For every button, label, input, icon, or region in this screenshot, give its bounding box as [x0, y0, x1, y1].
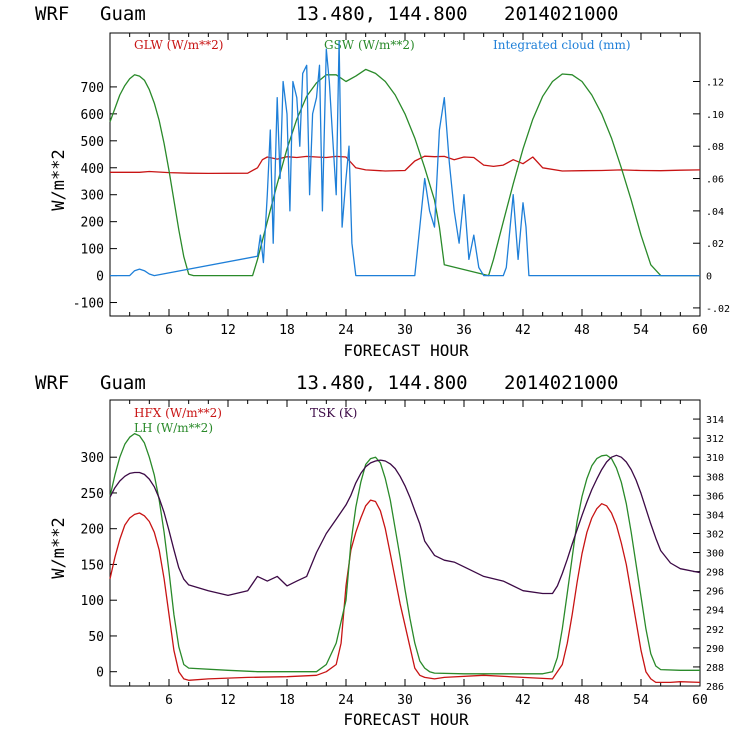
- bottom-y2-tick-label: 298: [706, 568, 724, 579]
- top-y2-tick-label: .08: [706, 142, 724, 153]
- top-y2-tick-label: 0: [706, 272, 712, 283]
- top-x-tick-label: 12: [220, 323, 236, 338]
- bottom-y2-tick-label: 290: [706, 644, 724, 655]
- top-y2-tick-label: -.02: [706, 304, 730, 315]
- bottom-y2-tick-label: 310: [706, 453, 724, 464]
- plot-layer: 6 12 18 24 30 36 42 48 54 60-10001002003004005006…: [73, 32, 730, 708]
- bottom-header-init: 2014021000: [504, 372, 618, 394]
- bottom-y2-tick-label: 292: [706, 625, 724, 636]
- glw-line: [110, 155, 701, 175]
- bottom-y2-tick-label: 302: [706, 529, 724, 540]
- bottom-xlabel: FORECAST HOUR: [343, 710, 469, 729]
- top-x-tick-label: 6: [165, 323, 173, 338]
- top-x-tick-label: 18: [279, 323, 295, 338]
- top-ylabel: W/m**2: [49, 149, 69, 210]
- legend-hfx: HFX (W/m**2): [134, 406, 222, 420]
- top-y-tick-label: -100: [73, 297, 104, 312]
- bottom-y2-tick-label: 306: [706, 491, 724, 502]
- bottom-y2-tick-label: 286: [706, 682, 724, 693]
- top-y2-tick-label: .10: [706, 110, 724, 121]
- bottom-y-tick-label: 100: [81, 594, 104, 609]
- legend-lh: LH (W/m**2): [134, 421, 213, 435]
- bottom-x-tick-label: 36: [456, 693, 472, 708]
- bottom-y-tick-label: 150: [81, 558, 104, 573]
- top-x-tick-label: 54: [633, 323, 649, 338]
- bottom-x-tick-label: 6: [165, 693, 173, 708]
- top-y-tick-label: 400: [81, 162, 104, 177]
- bottom-header-coords: 13.480, 144.800: [296, 372, 468, 394]
- bottom-plot-frame: [109, 399, 701, 687]
- top-x-tick-label: 48: [574, 323, 590, 338]
- top-header-coords: 13.480, 144.800: [296, 3, 468, 25]
- bottom-x-tick-label: 54: [633, 693, 649, 708]
- legend-tsk: TSK (K): [310, 406, 357, 420]
- top-y2-tick-label: .04: [706, 207, 724, 218]
- top-y-tick-label: 300: [81, 189, 104, 204]
- bottom-y2-tick-label: 304: [706, 510, 724, 521]
- bottom-y-tick-label: 300: [81, 451, 104, 466]
- bottom-x-tick-label: 30: [397, 693, 413, 708]
- top-header-init: 2014021000: [504, 3, 618, 25]
- top-xlabel: FORECAST HOUR: [343, 341, 469, 360]
- top-x-tick-label: 42: [515, 323, 531, 338]
- top-y-tick-label: 100: [81, 243, 104, 258]
- bottom-y2-tick-label: 300: [706, 549, 724, 560]
- top-y2-tick-label: .12: [706, 78, 724, 89]
- legend-cloud: Integrated cloud (mm): [493, 38, 631, 52]
- top-x-tick-label: 24: [338, 323, 354, 338]
- bottom-y-tick-label: 50: [88, 630, 104, 645]
- bottom-header-model: WRF: [35, 372, 69, 394]
- bottom-panel-header: WRF Guam 13.480, 144.800 2014021000: [35, 372, 618, 394]
- bottom-x-tick-label: 60: [692, 693, 708, 708]
- bottom-x-tick-label: 18: [279, 693, 295, 708]
- gsw-line: [109, 68, 700, 277]
- legend-gsw: GSW (W/m**2): [324, 38, 415, 52]
- top-y-tick-label: 0: [96, 270, 104, 285]
- bottom-y-tick-label: 0: [96, 666, 104, 681]
- bottom-y2-tick-label: 296: [706, 587, 724, 598]
- top-y-tick-label: 700: [81, 81, 104, 96]
- bottom-x-tick-label: 12: [220, 693, 236, 708]
- bottom-ylabel: W/m**2: [49, 517, 69, 578]
- bottom-y2-tick-label: 312: [706, 434, 724, 445]
- bottom-y-tick-label: 250: [81, 487, 104, 502]
- top-y-tick-label: 600: [81, 108, 104, 123]
- top-header-location: Guam: [100, 3, 146, 25]
- top-y-tick-label: 500: [81, 135, 104, 150]
- top-header-model: WRF: [35, 3, 69, 25]
- bottom-x-tick-label: 48: [574, 693, 590, 708]
- top-y2-tick-label: .02: [706, 239, 724, 250]
- top-y-tick-label: 200: [81, 216, 104, 231]
- top-x-tick-label: 36: [456, 323, 472, 338]
- bottom-x-tick-label: 42: [515, 693, 531, 708]
- bottom-y-tick-label: 200: [81, 523, 104, 538]
- bottom-y2-tick-label: 308: [706, 472, 724, 483]
- bottom-y2-tick-label: 294: [706, 606, 724, 617]
- top-plot-frame: [109, 32, 701, 317]
- cloud-line: [110, 40, 700, 277]
- tsk-line: [109, 454, 701, 597]
- top-panel-header: WRF Guam 13.480, 144.800 2014021000: [35, 3, 618, 25]
- legend-glw: GLW (W/m**2): [134, 38, 223, 52]
- bottom-header-location: Guam: [100, 372, 146, 394]
- top-x-tick-label: 60: [692, 323, 708, 338]
- bottom-x-tick-label: 24: [338, 693, 354, 708]
- top-x-tick-label: 30: [397, 323, 413, 338]
- hfx-line: [109, 499, 701, 684]
- bottom-y2-tick-label: 288: [706, 663, 724, 674]
- top-y2-tick-label: .06: [706, 175, 724, 186]
- lh-line: [109, 432, 700, 675]
- bottom-y2-tick-label: 314: [706, 415, 724, 426]
